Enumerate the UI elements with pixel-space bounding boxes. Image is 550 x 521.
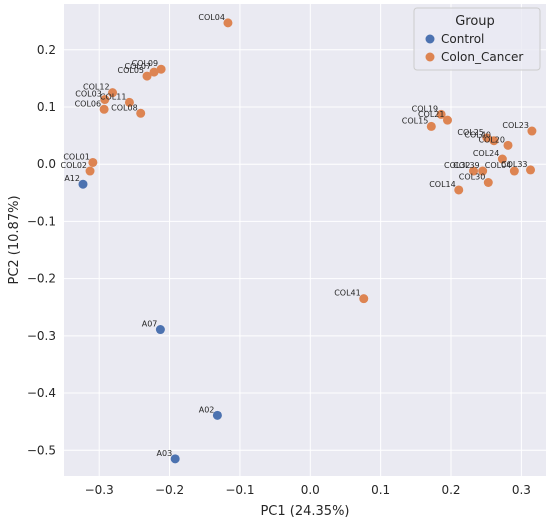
data-point: [142, 71, 152, 81]
point-label: COL20: [478, 135, 505, 144]
y-axis-title: PC2 (10.87%): [7, 195, 22, 284]
point-label: COL41: [334, 289, 361, 298]
point-label: COL39: [453, 161, 480, 170]
point-label: COL03: [75, 90, 102, 99]
y-tick-label: 0.1: [37, 100, 56, 114]
data-point: [223, 18, 233, 28]
data-point: [436, 109, 446, 119]
point-label: COL02: [61, 161, 88, 170]
data-point: [509, 166, 519, 176]
point-label: COL04: [198, 13, 225, 22]
x-tick-label: 0.1: [371, 483, 390, 497]
data-point: [156, 64, 166, 74]
y-tick-labels: 0.2 0.1 0.0 −0.1 −0.2 −0.3 −0.4 −0.5: [27, 43, 56, 457]
point-label: COL19: [412, 104, 439, 113]
point-labels: A12A07A02A03COL04COL09COL07COL05COL12COL…: [61, 13, 529, 458]
data-points: [78, 18, 537, 464]
x-tick-label: 0.3: [512, 483, 531, 497]
data-point: [503, 140, 513, 150]
x-tick-label: 0.0: [301, 483, 320, 497]
y-tick-label: −0.2: [27, 272, 56, 286]
point-label: COL09: [132, 59, 159, 68]
data-point: [442, 115, 452, 125]
point-label: A03: [157, 449, 173, 458]
data-point: [170, 454, 180, 464]
point-label: COL25: [457, 128, 484, 137]
x-tick-label: −0.3: [85, 483, 114, 497]
point-label: COL05: [117, 66, 144, 75]
data-point: [527, 126, 537, 136]
data-point: [426, 121, 436, 131]
legend-label-colon-cancer: Colon_Cancer: [441, 50, 523, 64]
y-tick-label: −0.3: [27, 329, 56, 343]
grid-lines: [64, 4, 546, 476]
data-point: [454, 185, 464, 195]
data-point: [478, 166, 488, 176]
x-tick-labels: −0.3 −0.2 −0.1 0.0 0.1 0.2 0.3: [85, 483, 531, 497]
data-point: [136, 108, 146, 118]
data-point: [482, 133, 492, 143]
point-label: A07: [142, 320, 158, 329]
point-label: COL32: [444, 161, 471, 170]
point-label: COL08: [111, 103, 138, 112]
legend-box: [413, 7, 541, 71]
data-point: [88, 157, 98, 167]
point-label: COL23: [502, 121, 529, 130]
data-point: [100, 95, 110, 105]
point-label: COL14: [429, 180, 456, 189]
legend-marker-control: [425, 34, 435, 44]
data-point: [526, 165, 536, 175]
point-label: COL33: [501, 160, 528, 169]
data-point: [85, 166, 95, 176]
point-label: COL40: [464, 131, 491, 140]
data-point: [124, 97, 134, 107]
y-tick-label: −0.1: [27, 214, 56, 228]
legend-title: Group: [455, 14, 495, 29]
point-label: A12: [64, 174, 80, 183]
data-point: [155, 325, 165, 335]
point-label: COL21: [418, 110, 445, 119]
data-point: [469, 166, 479, 176]
legend-label-control: Control: [441, 32, 484, 46]
data-point: [489, 136, 499, 146]
y-tick-label: −0.4: [27, 386, 56, 400]
y-tick-label: 0.0: [37, 157, 56, 171]
data-point: [359, 294, 369, 304]
data-point: [483, 178, 493, 188]
point-label: COL07: [125, 62, 152, 71]
point-label: COL06: [75, 99, 102, 108]
point-label: COL30: [459, 173, 486, 182]
point-label: COL24: [473, 149, 500, 158]
y-tick-label: 0.2: [37, 43, 56, 57]
data-point: [212, 410, 222, 420]
point-label: COL04: [485, 161, 512, 170]
legend: Group Control Colon_Cancer: [413, 7, 541, 71]
point-label: COL11: [100, 92, 127, 101]
x-tick-label: −0.2: [155, 483, 184, 497]
y-tick-label: −0.5: [27, 443, 56, 457]
point-label: COL15: [402, 116, 429, 125]
legend-marker-colon-cancer: [425, 52, 435, 62]
data-point: [108, 88, 118, 98]
data-point: [99, 104, 109, 114]
x-tick-label: −0.1: [225, 483, 254, 497]
plot-background: [64, 4, 546, 476]
x-axis-title: PC1 (24.35%): [260, 504, 349, 519]
data-point: [497, 154, 507, 164]
x-tick-label: 0.2: [441, 483, 460, 497]
point-label: COL12: [83, 83, 110, 92]
point-label: A02: [199, 405, 215, 414]
data-point: [149, 67, 159, 77]
data-point: [78, 179, 88, 189]
point-label: COL01: [63, 152, 90, 161]
